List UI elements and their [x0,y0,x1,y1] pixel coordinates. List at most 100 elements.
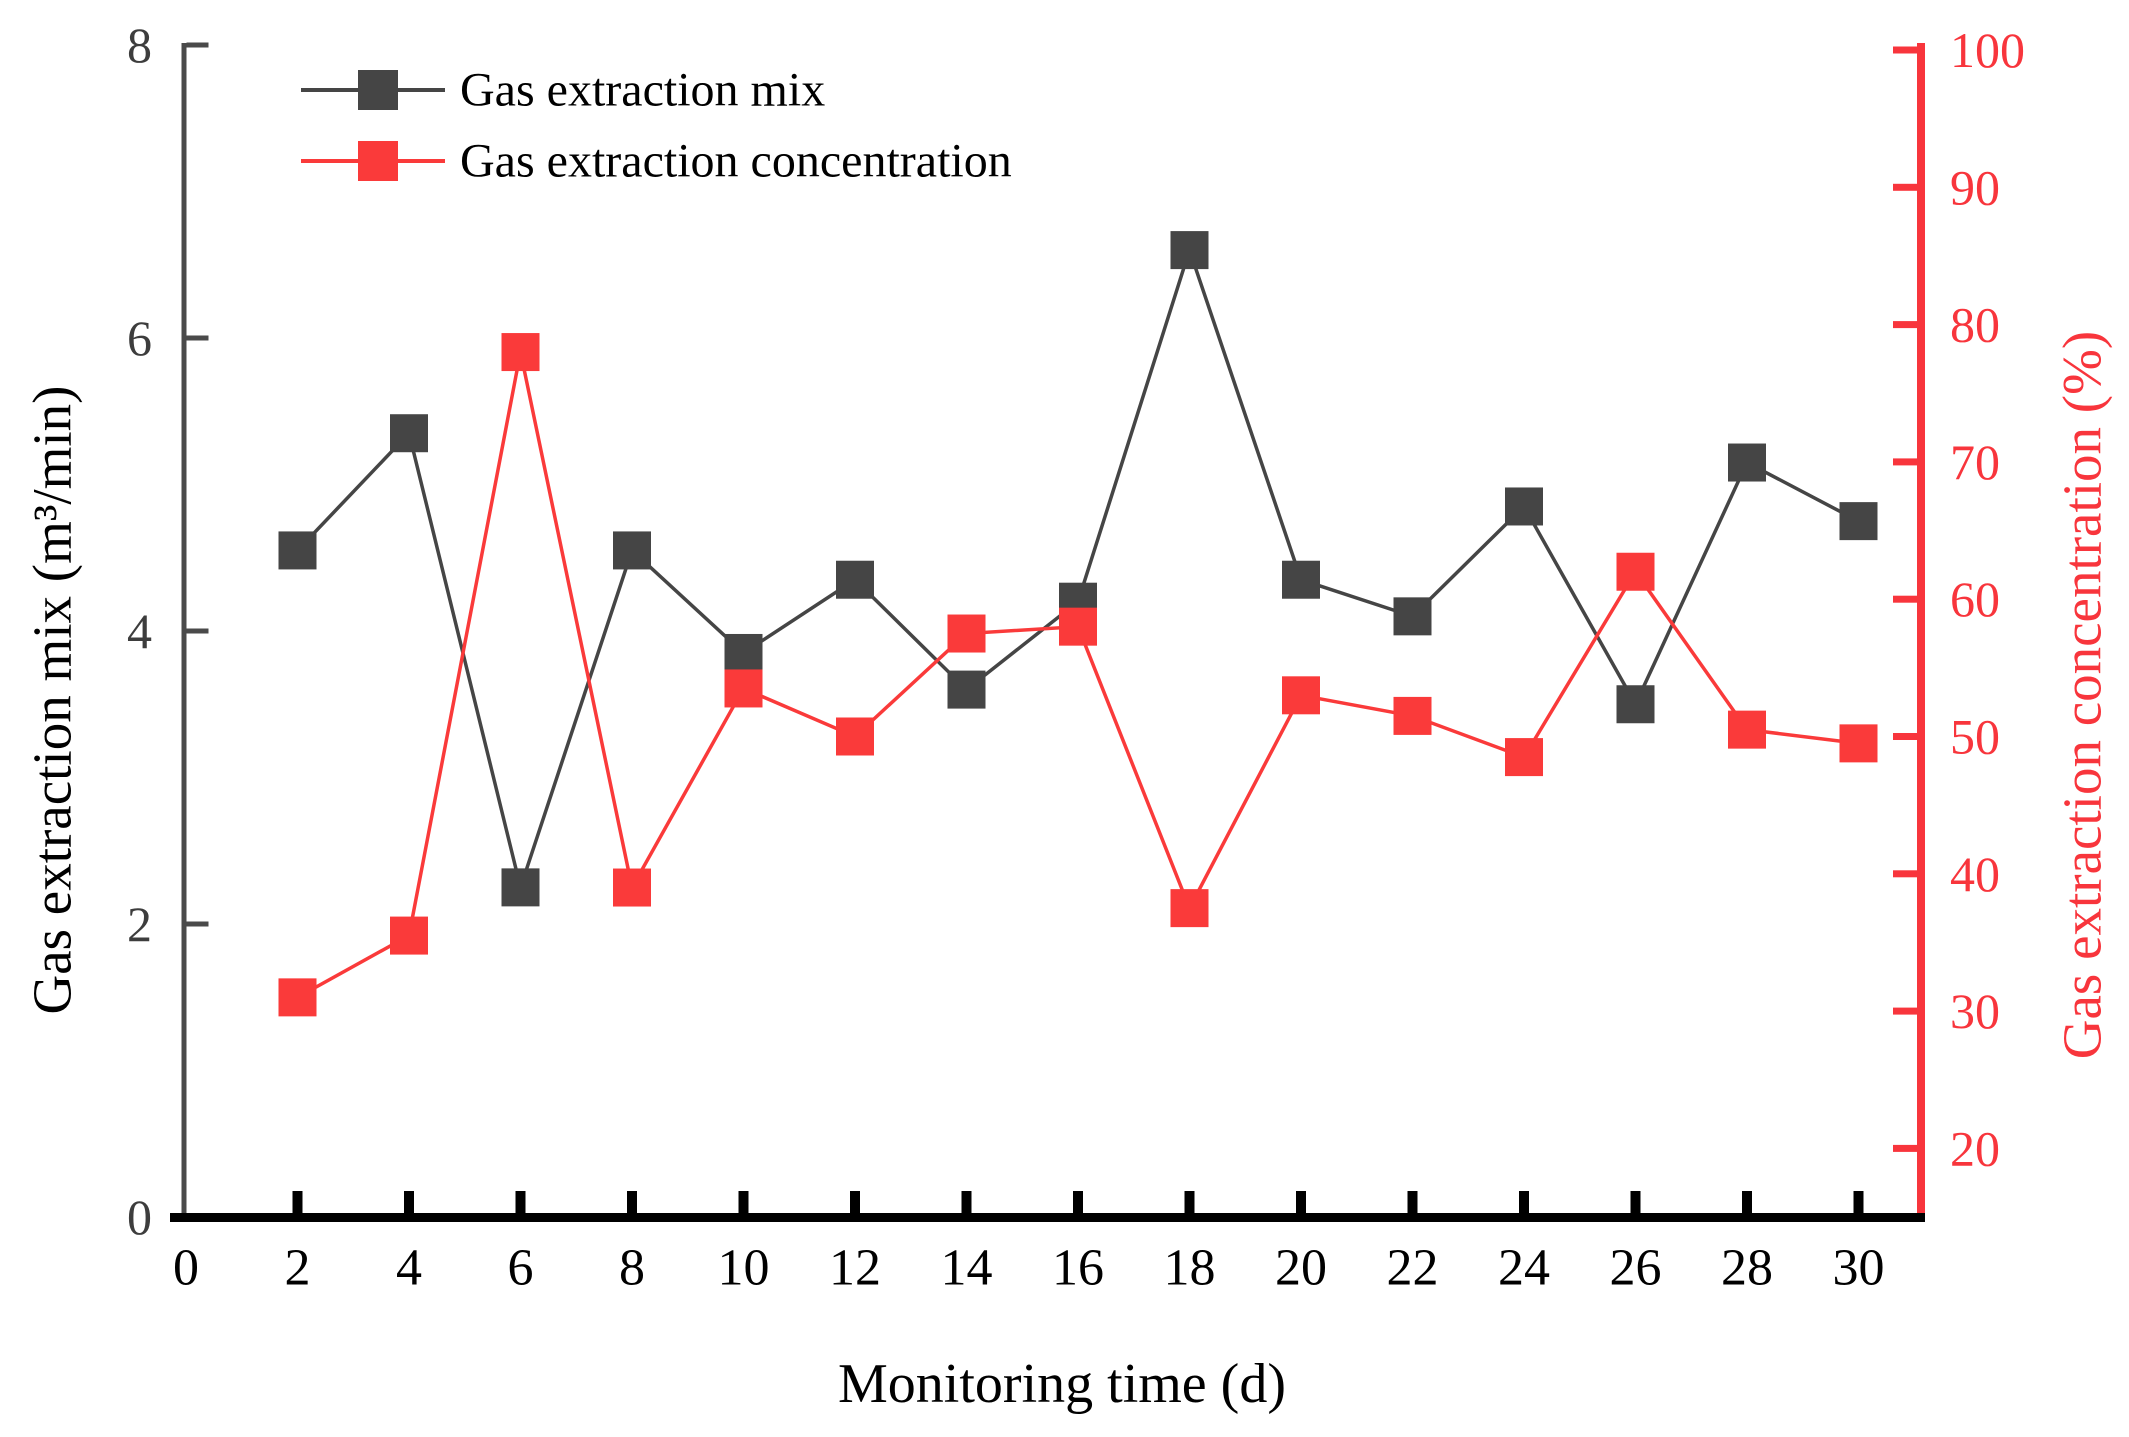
x-axis-tick-label: 22 [1387,1240,1439,1297]
left-axis-tick [186,42,209,48]
data-point-concentration-day-6 [501,333,540,372]
legend: Gas extraction mix Gas extraction concen… [301,64,1012,188]
right-axis-spine [1917,43,1925,1222]
data-point-concentration-day-30 [1839,724,1878,763]
x-axis-tick-label: 18 [1164,1240,1216,1297]
data-point-mix-day-14 [947,670,986,709]
right-axis-tick-label: 90 [1950,159,2000,215]
right-axis-tick-label: 30 [1950,983,2000,1039]
right-axis-tick [1893,46,1917,54]
data-point-concentration-day-14 [947,614,986,653]
legend-symbols [301,70,445,181]
left-axis-tick-label: 8 [127,17,152,73]
data-point-mix-day-12 [836,560,874,599]
left-axis-tick [186,628,209,634]
data-point-concentration-day-8 [613,868,651,907]
x-axis-tick [1296,1191,1306,1213]
data-point-concentration-day-22 [1393,696,1432,735]
data-point-concentration-day-12 [836,717,874,756]
right-axis-tick-label: 50 [1950,709,2000,765]
data-point-concentration-day-10 [724,669,763,708]
x-axis-tick-label: 8 [619,1240,645,1297]
left-axis-spine [181,43,187,1222]
legend-marker-mix [358,70,398,110]
x-axis-title: Monitoring time (d) [838,1353,1286,1415]
x-axis-tick-label: 6 [508,1240,534,1297]
x-axis-tick [292,1191,303,1213]
data-point-mix-day-22 [1393,597,1432,636]
legend-marker-concentration [358,141,398,181]
left-axis-tick [186,921,209,927]
left-axis-title: Gas extraction mix (m³/min) [22,386,83,1015]
data-point-mix-day-6 [501,868,540,907]
data-point-concentration-day-26 [1616,552,1655,591]
x-axis-tick-label: 0 [173,1240,199,1297]
x-axis-tick [404,1191,414,1213]
right-axis-tick-label: 60 [1950,571,2000,627]
x-axis-spine [170,1213,1925,1222]
x-axis-tick [1073,1191,1083,1213]
x-axis-tick-label: 14 [941,1240,993,1297]
right-axis-tick [1893,1144,1917,1152]
data-point-mix-day-10 [724,633,763,672]
x-axis-tick-label: 20 [1275,1240,1327,1297]
x-axis-tick-label: 16 [1052,1240,1104,1297]
data-point-concentration-day-16 [1059,607,1097,646]
x-axis-tick [515,1191,526,1213]
left-axis-tick-label: 4 [127,603,152,659]
data-point-concentration-day-4 [390,916,428,955]
right-axis-tick [1893,183,1917,191]
x-axis-tick-label: 10 [718,1240,770,1297]
x-axis-tick-label: 30 [1833,1240,1885,1297]
left-axis-tick-label: 6 [127,310,152,366]
data-point-mix-day-20 [1282,560,1320,599]
legend-label-concentration: Gas extraction concentration [460,135,1012,188]
x-axis-tick-label: 24 [1498,1240,1550,1297]
x-axis-tick [850,1191,860,1213]
right-axis-tick-label: 70 [1950,434,2000,490]
right-axis-tick [1893,1007,1917,1015]
data-point-mix-day-2 [278,531,317,570]
data-point-mix-day-8 [613,531,651,570]
x-axis-tick-label: 26 [1610,1240,1662,1297]
right-axis-tick-label: 100 [1950,22,2025,78]
x-axis-tick [1184,1191,1195,1213]
data-point-concentration-day-18 [1170,889,1209,928]
data-point-mix-day-28 [1728,443,1766,482]
left-axis-tick-label: 0 [127,1189,152,1245]
data-point-concentration-day-24 [1505,738,1543,777]
x-axis-tick-label: 2 [285,1240,311,1297]
right-axis-tick [1893,595,1917,603]
x-axis-tick-label: 12 [829,1240,881,1297]
right-axis-title: Gas extraction concentration (%) [2052,331,2113,1059]
x-axis-tick-label: 4 [396,1240,422,1297]
x-axis-tick [961,1191,972,1213]
data-point-concentration-day-20 [1282,676,1320,715]
x-axis-tick [627,1191,637,1213]
right-axis-tick [1893,870,1917,878]
right-axis-tick-label: 20 [1950,1120,2000,1176]
data-point-mix-day-18 [1170,231,1209,270]
x-axis-tick [1630,1191,1641,1213]
data-point-mix-day-4 [390,414,428,453]
x-axis-tick [1742,1191,1752,1213]
x-axis-tick-label: 28 [1721,1240,1773,1297]
x-axis-tick [1853,1191,1864,1213]
right-axis-tick [1893,733,1917,740]
data-point-mix-day-24 [1505,487,1543,526]
right-axis-tick [1893,321,1917,329]
right-axis-tick-label: 40 [1950,846,2000,902]
data-point-mix-day-30 [1839,502,1878,541]
data-point-concentration-day-28 [1728,710,1766,749]
right-axis-tick-label: 80 [1950,297,2000,353]
data-point-mix-day-26 [1616,685,1655,724]
x-axis-tick [1407,1191,1418,1213]
x-axis-tick [1519,1191,1529,1213]
data-point-concentration-day-2 [278,978,317,1017]
left-axis-tick [186,335,209,341]
legend-label-mix: Gas extraction mix [460,64,825,117]
left-axis-tick-label: 2 [127,896,152,952]
